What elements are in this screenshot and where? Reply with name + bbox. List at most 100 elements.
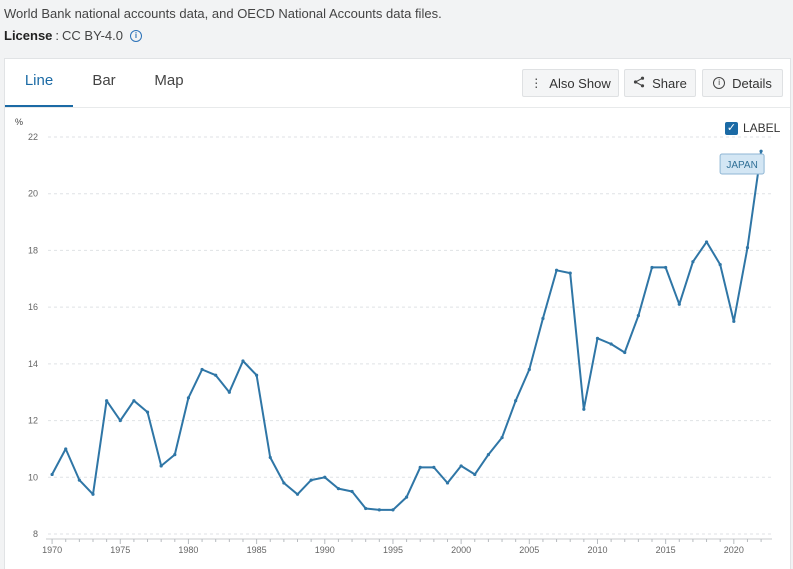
chart-panel: Line Bar Map ⋮ Also Show Share i Details…	[4, 58, 791, 569]
data-point	[227, 390, 231, 394]
data-point	[364, 506, 368, 511]
data-point	[50, 472, 54, 477]
data-point	[350, 489, 354, 494]
tab-map[interactable]: Map	[154, 72, 184, 89]
also-show-label: Also Show	[549, 75, 611, 91]
data-point	[118, 418, 122, 423]
data-point	[145, 410, 150, 414]
data-point	[105, 399, 109, 403]
view-tabs: Line Bar Map	[5, 59, 203, 107]
source-text: World Bank national accounts data, and O…	[4, 6, 442, 21]
data-point	[718, 263, 722, 267]
data-point	[173, 453, 177, 457]
data-point	[732, 319, 736, 323]
data-point	[623, 350, 627, 355]
data-point	[200, 367, 204, 372]
x-tick-label: 2005	[519, 545, 539, 555]
share-button[interactable]: Share	[624, 69, 696, 97]
data-point	[759, 149, 763, 153]
data-point	[404, 495, 409, 499]
data-point	[595, 336, 600, 340]
data-point	[255, 373, 259, 377]
x-tick-label: 1985	[247, 545, 267, 555]
series-line-japan	[51, 151, 763, 511]
data-point	[636, 314, 640, 318]
data-point	[650, 265, 654, 270]
data-point	[691, 260, 695, 264]
y-tick-label: 12	[28, 416, 38, 426]
details-label: Details	[732, 75, 772, 91]
x-tick-label: 1995	[383, 545, 403, 555]
data-point	[664, 265, 668, 270]
y-tick-label: 14	[28, 359, 38, 369]
data-point	[704, 240, 709, 244]
x-tick-label: 2010	[587, 545, 607, 555]
data-point	[77, 478, 81, 482]
label-toggle[interactable]: ✓ LABEL	[725, 121, 780, 135]
license-separator: :	[55, 28, 60, 43]
data-point	[214, 373, 218, 377]
data-point	[500, 435, 504, 440]
data-point	[323, 475, 327, 479]
data-point	[282, 481, 286, 485]
data-point	[473, 472, 477, 477]
data-point	[241, 359, 245, 363]
y-tick-label: 18	[28, 245, 38, 255]
y-unit-label: %	[15, 117, 23, 127]
data-point	[295, 492, 300, 496]
data-point	[527, 367, 531, 372]
license-label: License	[4, 28, 53, 43]
y-tick-label: 20	[28, 189, 38, 199]
y-tick-label: 22	[28, 132, 38, 142]
data-point	[132, 399, 136, 403]
data-point	[459, 464, 463, 468]
x-tick-label: 2020	[724, 545, 744, 555]
data-point	[514, 399, 518, 403]
share-icon	[633, 76, 645, 91]
y-tick-label: 8	[33, 529, 38, 539]
data-point	[418, 465, 422, 469]
data-point	[309, 478, 313, 482]
x-tick-label: 1970	[42, 545, 62, 555]
data-point	[541, 316, 545, 321]
details-button[interactable]: i Details	[702, 69, 783, 97]
kebab-icon: ⋮	[530, 76, 543, 90]
data-point	[159, 464, 163, 468]
share-label: Share	[652, 75, 687, 91]
tabs-divider	[5, 107, 790, 108]
data-point	[91, 492, 95, 496]
data-point	[677, 302, 681, 306]
y-tick-label: 10	[28, 472, 38, 482]
tab-bar[interactable]: Bar	[92, 72, 116, 89]
data-point	[554, 268, 559, 272]
x-tick-label: 1990	[315, 545, 335, 555]
data-point	[64, 447, 68, 451]
license-value: CC BY-4.0	[62, 28, 123, 43]
data-point	[445, 481, 450, 485]
series-tag-box	[719, 153, 765, 175]
x-tick-label: 1975	[110, 545, 130, 555]
details-info-icon: i	[713, 77, 726, 89]
x-tick-label: 2015	[656, 545, 676, 555]
label-checkbox[interactable]: ✓	[725, 121, 738, 135]
data-point	[609, 342, 613, 346]
data-point	[268, 455, 272, 460]
x-tick-label: 2000	[451, 545, 471, 555]
x-tick-label: 1980	[178, 545, 198, 555]
data-point	[391, 508, 395, 512]
label-toggle-text: LABEL	[743, 121, 781, 135]
data-point	[432, 465, 436, 469]
license-line: License : CC BY-4.0 i	[4, 28, 142, 43]
also-show-button[interactable]: ⋮ Also Show	[522, 69, 619, 97]
data-point	[486, 453, 490, 457]
data-point	[745, 245, 750, 250]
data-point	[186, 396, 191, 400]
info-icon[interactable]: i	[129, 29, 142, 42]
data-point	[377, 508, 381, 512]
series-tag-label: JAPAN	[726, 160, 758, 171]
y-tick-label: 16	[28, 302, 38, 312]
data-point	[582, 407, 586, 411]
tab-line[interactable]: Line	[5, 59, 73, 107]
data-point	[336, 487, 341, 491]
